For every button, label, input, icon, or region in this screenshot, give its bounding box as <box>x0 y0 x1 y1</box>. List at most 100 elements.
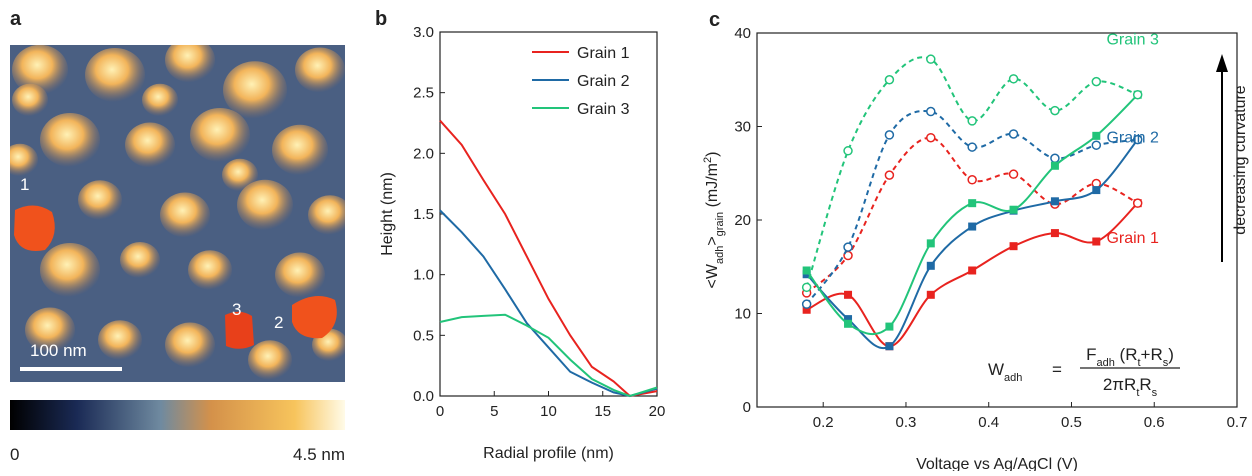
marker <box>802 266 811 275</box>
x-tick-label: 0.2 <box>813 414 834 431</box>
marker <box>968 222 977 231</box>
marker <box>844 319 853 328</box>
grain <box>98 320 142 360</box>
series-label: Grain 1 <box>1106 230 1159 247</box>
grain <box>40 243 100 297</box>
label-part: (R <box>1115 345 1138 364</box>
marker <box>926 261 935 270</box>
x-tick-label: 15 <box>594 403 611 420</box>
grain <box>142 83 178 117</box>
marker <box>1091 140 1102 150</box>
x-tick-label: 20 <box>649 403 666 420</box>
marker <box>843 146 853 156</box>
label-part: > <box>704 236 721 245</box>
y-tick-label: 1.5 <box>413 206 434 223</box>
marker <box>1132 198 1143 208</box>
marker <box>1050 105 1060 116</box>
series-label: Grain 2 <box>1106 130 1159 147</box>
grain <box>120 242 160 278</box>
y-tick-label: 30 <box>734 119 751 136</box>
panel-label: b <box>375 8 387 30</box>
label-part: t <box>1137 357 1140 369</box>
grain <box>222 158 258 192</box>
marker <box>968 266 977 275</box>
marker <box>967 142 977 152</box>
label-part: adh <box>714 246 726 264</box>
grain <box>40 113 100 167</box>
y-tick-label: 0 <box>743 399 751 416</box>
axis-label: 2πRtRs <box>1103 375 1158 399</box>
marker <box>884 130 895 140</box>
label-part: <W <box>704 263 721 288</box>
marker <box>926 106 936 117</box>
marker <box>926 290 935 299</box>
x-tick-label: 10 <box>540 403 557 420</box>
grain <box>160 192 210 238</box>
marker <box>885 342 894 351</box>
marker <box>1008 169 1019 179</box>
marker <box>1050 153 1060 164</box>
label-part: grain <box>714 212 726 236</box>
marker <box>967 175 977 185</box>
marker <box>802 305 811 314</box>
series-label: Grain 3 <box>1106 32 1159 49</box>
marker <box>844 290 853 299</box>
panel-label: a <box>10 8 22 30</box>
grain-label: 3 <box>232 300 241 319</box>
label-part: +R <box>1141 345 1163 364</box>
grain <box>25 307 75 353</box>
marker <box>1132 89 1143 100</box>
marker <box>926 239 935 248</box>
label-part: 2πR <box>1103 375 1136 394</box>
x-tick-label: 0.7 <box>1227 414 1248 431</box>
marker <box>1008 74 1019 84</box>
marker <box>1050 229 1059 238</box>
plot-frame <box>756 32 1238 408</box>
grain <box>272 124 328 176</box>
line <box>439 209 658 398</box>
label-part: s <box>1152 387 1158 399</box>
x-tick-label: 0.4 <box>978 414 999 431</box>
grain <box>188 250 232 290</box>
scale-bar-label: 100 nm <box>30 341 87 360</box>
y-tick-label: 10 <box>734 306 751 323</box>
label-part: (mJ/m <box>704 163 721 212</box>
marker <box>1050 161 1059 170</box>
marker <box>1092 131 1101 140</box>
x-axis-label: Radial profile (nm) <box>483 445 614 462</box>
line <box>439 119 658 398</box>
axis-label: Wadh <box>988 360 1022 384</box>
marker <box>885 322 894 331</box>
chart-panel: 0 5 10 15 20 0.0 0.5 1.0 1.5 2.0 2.5 3.0 b Radial pro… <box>375 8 665 462</box>
colorbar-max: 4.5 nm <box>293 445 345 464</box>
y-tick-label: 0.0 <box>413 388 434 405</box>
grain <box>12 83 48 117</box>
label-part: R <box>1139 375 1151 394</box>
grain-label: 1 <box>20 175 29 194</box>
grain <box>295 47 345 93</box>
marker <box>844 315 853 324</box>
x-tick-label: 0.3 <box>896 414 917 431</box>
grain-label: 2 <box>274 313 283 332</box>
x-tick-label: 0.5 <box>1061 414 1082 431</box>
grain <box>125 122 175 168</box>
marker <box>1091 76 1102 87</box>
label-part: ) <box>1168 345 1174 364</box>
grain <box>10 143 38 177</box>
grain <box>78 180 122 220</box>
marker <box>884 170 895 180</box>
chart-panel: 0.2 0.3 0.4 0.5 0.6 0.7 0 10 20 30 40 c Voltage vs A… <box>702 9 1249 473</box>
colorbar <box>10 400 345 430</box>
dashed-line <box>805 110 1138 305</box>
grain <box>12 45 68 96</box>
y-tick-label: 3.0 <box>413 24 434 41</box>
line <box>805 138 1139 350</box>
label-part: t <box>1136 387 1139 399</box>
y-tick-label: 2.0 <box>413 145 434 162</box>
x-tick-label: 0 <box>436 403 444 420</box>
label-part: ) <box>704 152 721 157</box>
marker <box>1008 129 1019 139</box>
y-tick-label: 1.0 <box>413 267 434 284</box>
marker <box>926 54 936 64</box>
